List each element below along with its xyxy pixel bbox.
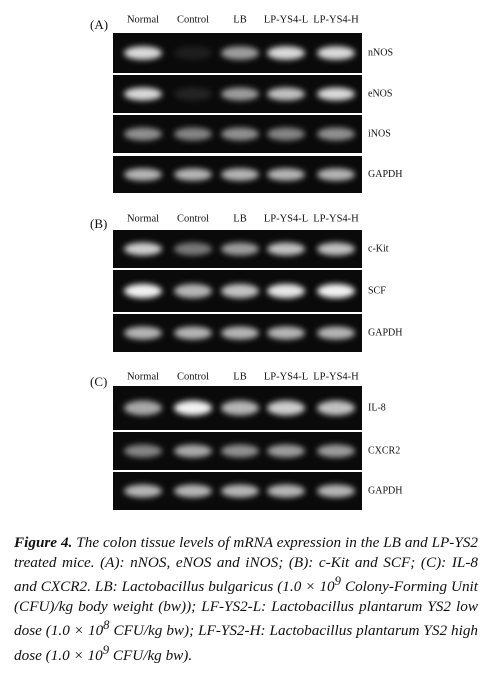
band bbox=[124, 326, 162, 340]
gene-label: c-Kit bbox=[368, 243, 389, 254]
band bbox=[267, 484, 305, 498]
band bbox=[124, 87, 162, 101]
gene-label: CXCR2 bbox=[368, 445, 400, 456]
caption-text: Colony-Forming Unit (CFU)/kg body weight… bbox=[14, 578, 478, 640]
band bbox=[124, 283, 162, 299]
caption-text: CFU/kg bw); LF-YS2-H: Lactobacillus plan… bbox=[14, 622, 479, 664]
band bbox=[221, 242, 259, 256]
band bbox=[267, 326, 305, 340]
band bbox=[317, 400, 355, 416]
band bbox=[174, 444, 212, 458]
band bbox=[267, 400, 305, 416]
caption-superscript: 9 bbox=[334, 574, 341, 588]
band bbox=[174, 168, 212, 181]
caption-text: CFU/kg bw). bbox=[109, 646, 193, 664]
band bbox=[221, 168, 259, 181]
band bbox=[267, 46, 305, 60]
band bbox=[174, 283, 212, 299]
band bbox=[267, 242, 305, 256]
band bbox=[124, 242, 162, 256]
lane-label: Normal bbox=[127, 213, 159, 224]
lane-label: LB bbox=[233, 14, 246, 25]
band bbox=[124, 46, 162, 60]
band bbox=[317, 87, 355, 101]
band bbox=[174, 400, 212, 416]
caption-superscript: 8 bbox=[103, 618, 110, 633]
band bbox=[267, 127, 305, 141]
band bbox=[124, 484, 162, 498]
band bbox=[317, 242, 355, 256]
caption-label: Figure 4. bbox=[14, 534, 73, 551]
band bbox=[317, 127, 355, 141]
band bbox=[221, 400, 259, 416]
band bbox=[221, 283, 259, 299]
caption-superscript: 9 bbox=[102, 642, 110, 657]
band bbox=[317, 283, 355, 299]
gene-label: GAPDH bbox=[368, 169, 402, 180]
lane-label: Control bbox=[177, 371, 209, 382]
band bbox=[124, 444, 162, 458]
band bbox=[124, 127, 162, 141]
band bbox=[174, 326, 212, 340]
band bbox=[221, 127, 259, 141]
lane-label: LB bbox=[233, 371, 246, 382]
band bbox=[221, 326, 259, 340]
band bbox=[174, 87, 212, 101]
gene-label: nNOS bbox=[368, 47, 393, 58]
band bbox=[317, 444, 355, 458]
lane-label: Control bbox=[177, 14, 209, 25]
band bbox=[317, 326, 355, 340]
band bbox=[267, 168, 305, 181]
panel-label: (A) bbox=[90, 17, 108, 32]
lane-label: Normal bbox=[127, 14, 159, 25]
lane-label: Control bbox=[177, 213, 209, 224]
lane-label: LP-YS4-H bbox=[313, 371, 359, 382]
band bbox=[124, 168, 162, 181]
caption-text: The colon tissue levels of mRNA expressi… bbox=[14, 534, 478, 596]
band bbox=[267, 444, 305, 458]
panel-label: (C) bbox=[90, 374, 107, 389]
gene-label: GAPDH bbox=[368, 327, 402, 338]
band bbox=[221, 87, 259, 101]
gene-label: GAPDH bbox=[368, 485, 402, 496]
gene-label: IL-8 bbox=[368, 402, 386, 413]
lane-label: LB bbox=[233, 213, 246, 224]
band bbox=[267, 87, 305, 101]
lane-label: LP-YS4-L bbox=[264, 371, 308, 382]
band bbox=[221, 484, 259, 498]
caption: Figure 4. The colon tissue levels of mRN… bbox=[14, 533, 478, 665]
band bbox=[174, 484, 212, 498]
lane-label: Normal bbox=[127, 371, 159, 382]
band bbox=[221, 46, 259, 60]
lane-label: LP-YS4-L bbox=[264, 14, 308, 25]
band bbox=[317, 46, 355, 60]
band bbox=[124, 400, 162, 416]
figure: (A) Normal Control LB LP-YS4-L LP-YS4-H nNOS eN… bbox=[90, 14, 402, 510]
band bbox=[174, 46, 212, 60]
gene-label: SCF bbox=[368, 285, 386, 296]
lane-label: LP-YS4-L bbox=[264, 213, 308, 224]
band bbox=[317, 484, 355, 498]
band bbox=[267, 283, 305, 299]
band bbox=[221, 444, 259, 458]
gene-label: eNOS bbox=[368, 88, 392, 99]
lane-label: LP-YS4-H bbox=[313, 14, 359, 25]
panel-label: (B) bbox=[90, 216, 107, 231]
gene-label: iNOS bbox=[368, 128, 391, 139]
band bbox=[317, 168, 355, 181]
lane-label: LP-YS4-H bbox=[313, 213, 359, 224]
band bbox=[174, 127, 212, 141]
band bbox=[174, 242, 212, 256]
